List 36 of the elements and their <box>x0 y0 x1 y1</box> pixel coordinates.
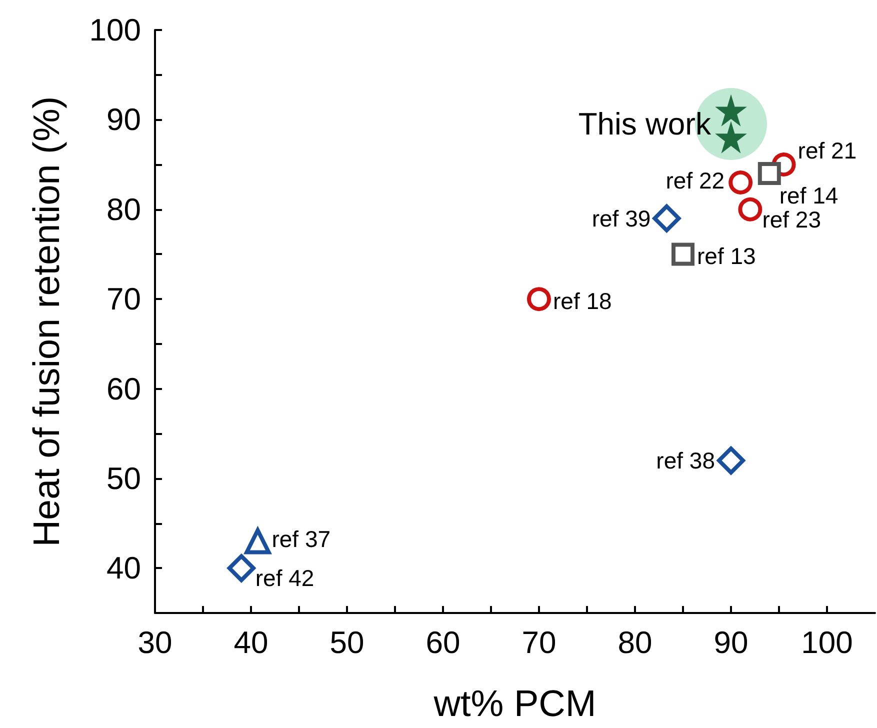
y-axis-title: Heat of fusion retention (%) <box>26 96 67 547</box>
x-tick-label: 90 <box>714 625 748 660</box>
annotation: ref 13 <box>697 243 756 270</box>
point <box>758 162 781 186</box>
annotation: ref 18 <box>553 288 612 314</box>
point <box>672 242 694 266</box>
point <box>738 197 762 222</box>
annotation: ref 38 <box>656 448 715 474</box>
point <box>227 554 256 582</box>
point <box>527 287 551 312</box>
annotation: This work <box>578 106 712 142</box>
y-tick-label: 70 <box>106 282 141 317</box>
annotation: ref 42 <box>255 565 314 592</box>
x-tick-label: 60 <box>426 625 460 660</box>
point <box>717 446 745 475</box>
annotation: ref 14 <box>779 182 838 209</box>
x-axis-title: wt% PCM <box>432 683 596 724</box>
x-tick-label: 100 <box>801 625 853 660</box>
x-tick-label: 50 <box>330 625 364 660</box>
x-tick-label: 70 <box>522 625 556 660</box>
x-tick-label: 40 <box>234 625 268 660</box>
annotation: ref 22 <box>666 167 725 194</box>
point <box>728 170 753 194</box>
x-tick-label: 30 <box>138 625 172 660</box>
point <box>652 204 681 232</box>
annotation: ref 23 <box>762 206 822 232</box>
y-tick-label: 60 <box>106 371 141 406</box>
y-tick-label: 100 <box>89 12 141 48</box>
annotation: ref 37 <box>272 526 331 552</box>
y-tick-label: 90 <box>106 102 141 138</box>
x-tick-label: 80 <box>618 625 652 660</box>
annotation: ref 39 <box>592 205 651 232</box>
annotation: ref 21 <box>798 138 857 164</box>
y-tick-label: 80 <box>106 192 141 227</box>
y-tick-label: 40 <box>106 550 141 586</box>
y-tick-label: 50 <box>106 460 141 496</box>
